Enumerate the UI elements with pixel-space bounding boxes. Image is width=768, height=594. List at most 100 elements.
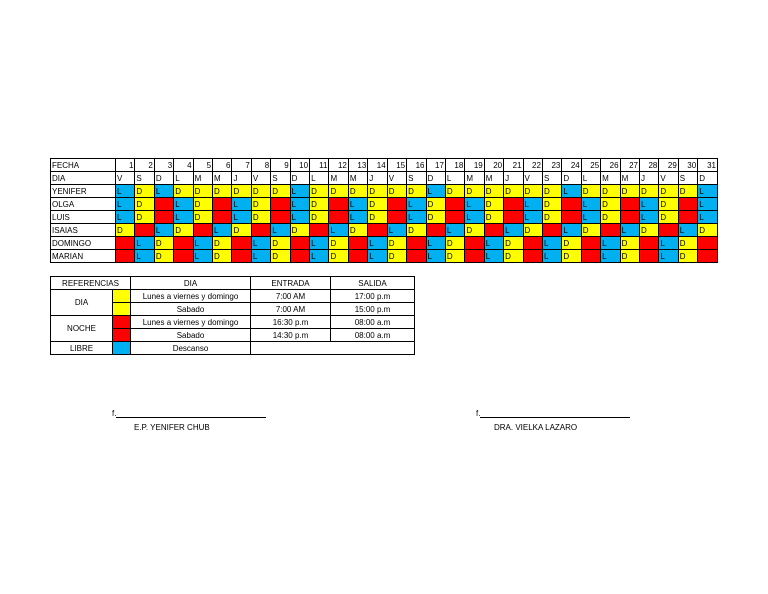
shift-cell: D <box>619 236 640 250</box>
shift-cell: N <box>677 210 699 224</box>
employee-name: YENIFER <box>50 184 116 198</box>
weekday-cell: D <box>153 171 175 185</box>
shift-cell: D <box>173 223 194 237</box>
shift-cell: L <box>483 236 505 250</box>
employee-row: MARIAN N L D N L D N L D N L D N L D N L D N L D N L D N L D N L D N <box>50 249 718 263</box>
shift-cell: D <box>347 223 369 237</box>
shift-cell: N <box>406 249 427 263</box>
shift-cell: N <box>600 223 621 237</box>
shift-cell: N <box>270 210 291 224</box>
shift-cell: L <box>697 197 718 211</box>
refs-libre-empty <box>250 341 415 355</box>
shift-cell: N <box>250 223 272 237</box>
shift-cell: L <box>600 249 621 263</box>
refs-noche-desc-2: Sabado <box>130 328 251 342</box>
refs-noche-label: NOCHE <box>50 315 113 342</box>
shift-cell: D <box>561 249 582 263</box>
weekday-cell: D <box>561 171 582 185</box>
refs-header-salida: SALIDA <box>330 276 415 290</box>
shift-cell: N <box>677 197 699 211</box>
shift-cell: D <box>697 223 718 237</box>
shift-cell: L <box>309 249 330 263</box>
night-color-swatch <box>112 328 131 342</box>
date-cell: 11 <box>309 158 330 172</box>
refs-noche-salida-2: 08:00 a.m <box>330 328 415 342</box>
shift-cell: D <box>444 249 466 263</box>
fecha-label: FECHA <box>50 158 116 172</box>
date-cell: 19 <box>464 158 485 172</box>
shift-cell: N <box>503 210 524 224</box>
shift-cell: D <box>638 184 660 198</box>
shift-cell: N <box>697 249 718 263</box>
employee-row: ISAIAS D N L D N L D N L D N L D N L D N L D N L D N L D N L D N L D <box>50 223 718 237</box>
refs-header-referencias: REFERENCIAS <box>50 276 131 290</box>
shift-cell: L <box>483 249 505 263</box>
shift-cell: N <box>328 210 349 224</box>
shift-cell: N <box>367 223 388 237</box>
shift-cell: L <box>114 197 136 211</box>
shift-cell: N <box>289 249 311 263</box>
employee-name: DOMINGO <box>50 236 116 250</box>
signature-prefix: f. <box>112 409 117 418</box>
weekday-cell: J <box>231 171 252 185</box>
shift-cell: D <box>464 223 485 237</box>
weekday-cell: M <box>328 171 349 185</box>
shift-cell: L <box>173 210 194 224</box>
night-color-swatch <box>112 315 131 329</box>
shift-cell: N <box>697 236 718 250</box>
shift-cell: L <box>677 223 699 237</box>
shift-cell: D <box>309 210 330 224</box>
refs-dia-desc-1: Lunes a viernes y domingo <box>130 289 251 303</box>
shift-cell: N <box>134 223 155 237</box>
shift-cell: N <box>444 210 466 224</box>
shift-cell: D <box>212 249 233 263</box>
signature-underline <box>116 409 267 418</box>
weekday-row: DIA V S D L M M J V S D L M M J V S D L M M J V S D L M M J V S D <box>50 171 718 185</box>
shift-cell: D <box>503 236 524 250</box>
shift-cell: N <box>386 197 408 211</box>
weekday-cell: L <box>173 171 194 185</box>
shift-cell: D <box>250 184 272 198</box>
refs-header-row: REFERENCIAS DIA ENTRADA SALIDA <box>50 276 415 290</box>
refs-noche-entrada-2: 14:30 p.m <box>250 328 331 342</box>
weekday-cell: S <box>134 171 155 185</box>
signature-line-left: f. <box>112 409 267 418</box>
shift-cell: D <box>231 184 252 198</box>
refs-dia-desc-2: Sabado <box>130 302 251 316</box>
shift-cell: D <box>173 184 194 198</box>
signature-prefix: f. <box>476 409 481 418</box>
signature-line-right: f. <box>476 409 631 418</box>
shift-cell: L <box>250 249 272 263</box>
date-cell: 4 <box>173 158 194 172</box>
shift-cell: D <box>483 197 505 211</box>
shift-cell: L <box>153 223 175 237</box>
date-cell: 9 <box>270 158 291 172</box>
shift-cell: L <box>580 210 602 224</box>
day-color-swatch <box>112 289 131 303</box>
shift-cell: N <box>444 197 466 211</box>
weekday-cell: S <box>677 171 699 185</box>
shift-cell: N <box>231 249 252 263</box>
shift-cell: N <box>561 197 582 211</box>
weekday-cell: L <box>580 171 602 185</box>
shift-cell: L <box>541 249 563 263</box>
shift-cell: L <box>425 184 446 198</box>
refs-header-dia: DIA <box>130 276 251 290</box>
shift-cell: D <box>561 236 582 250</box>
refs-noche-row-1: NOCHE Lunes a viernes y domingo 16:30 p.… <box>50 315 415 342</box>
refs-header-entrada: ENTRADA <box>250 276 331 290</box>
shift-cell: L <box>600 236 621 250</box>
date-cell: 15 <box>386 158 408 172</box>
date-cell: 18 <box>444 158 466 172</box>
shift-cell: L <box>503 223 524 237</box>
shift-cell: N <box>114 236 136 250</box>
shift-cell: D <box>541 197 563 211</box>
signature-name-left: E.P. YENIFER CHUB <box>134 423 210 432</box>
shift-cell: N <box>328 197 349 211</box>
shift-cell: N <box>638 249 660 263</box>
shift-cell: D <box>328 249 349 263</box>
shift-cell: L <box>697 184 718 198</box>
shift-cell: N <box>231 236 252 250</box>
shift-cell: L <box>231 210 252 224</box>
shift-cell: D <box>503 249 524 263</box>
